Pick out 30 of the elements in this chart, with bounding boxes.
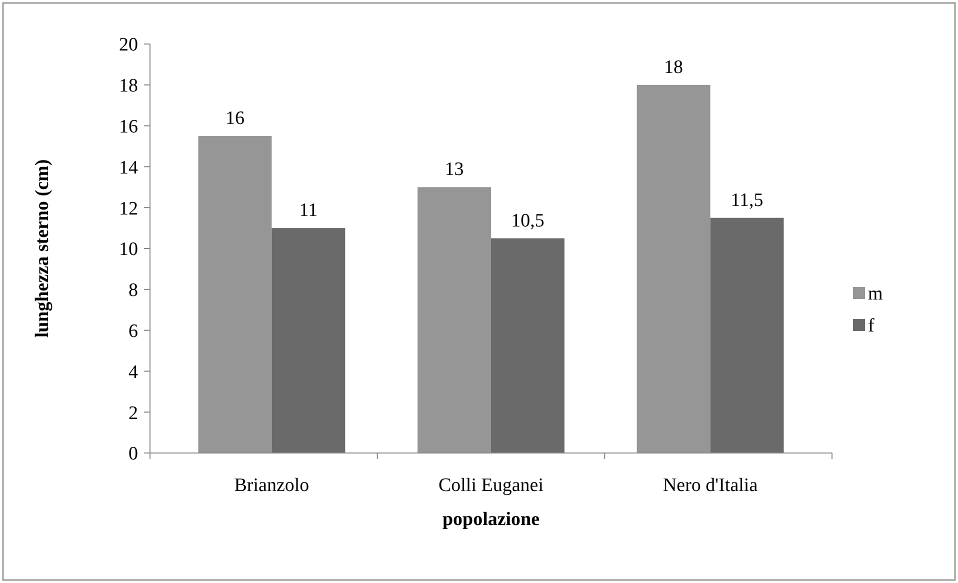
bar (710, 218, 784, 453)
y-axis-title: lunghezza sterno (cm) (32, 159, 53, 338)
data-label: 18 (664, 56, 684, 78)
data-label: 11 (299, 200, 318, 222)
bar (272, 228, 346, 453)
y-tick-label: 4 (128, 362, 138, 383)
bar (198, 136, 272, 453)
bar (418, 187, 491, 453)
y-tick-label: 12 (119, 198, 138, 220)
y-tick-label: 16 (119, 116, 138, 138)
x-tick-label: Nero d'Italia (662, 475, 758, 496)
data-label: 11,5 (730, 190, 764, 211)
x-tick-label: Brianzolo (234, 475, 310, 496)
y-tick-label: 0 (128, 444, 138, 465)
x-tick-label: Colli Euganei (438, 475, 544, 496)
data-label: 10,5 (511, 210, 544, 232)
y-tick-label: 20 (119, 34, 138, 56)
legend-label: m (868, 284, 883, 305)
y-tick-label: 18 (119, 76, 138, 97)
y-tick-label: 10 (119, 239, 138, 260)
y-tick-label: 2 (128, 402, 138, 424)
data-label: 16 (225, 108, 244, 130)
data-label: 13 (444, 159, 464, 180)
y-tick-label: 8 (128, 280, 138, 302)
legend-label: f (868, 316, 875, 337)
bar (491, 238, 564, 453)
y-tick-label: 14 (119, 157, 138, 178)
y-tick-label: 6 (128, 320, 138, 342)
bar (636, 84, 710, 453)
x-axis-title: popolazione (442, 509, 540, 530)
